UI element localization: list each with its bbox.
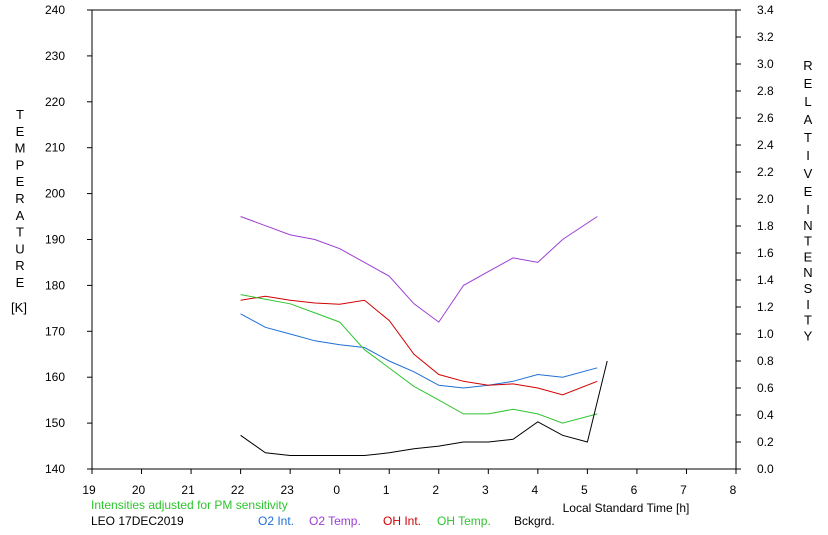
pm-sensitivity-note: Intensities adjusted for PM sensitivity — [91, 498, 288, 512]
left-axis-label-letter: R — [15, 191, 24, 206]
left-axis-label-letter: P — [16, 157, 25, 172]
right-axis-label-letter: S — [804, 281, 813, 296]
right-axis-label-letter: I — [806, 202, 810, 217]
right-tick-label: 1.6 — [757, 246, 774, 260]
right-axis-label-letter: T — [804, 313, 812, 328]
x-tick-label: 4 — [532, 483, 539, 497]
left-axis-label-letter: E — [16, 174, 25, 189]
x-axis-ticks: 19 20 21 22 23 0 1 2 3 4 5 6 7 8 — [82, 469, 737, 497]
right-tick-label: 0.8 — [757, 354, 774, 368]
x-tick-label: 8 — [730, 483, 737, 497]
left-axis-label-letter: T — [16, 107, 24, 122]
left-tick-label: 170 — [45, 324, 65, 338]
left-tick-label: 200 — [45, 187, 65, 201]
legend-entry: O2 Temp. — [309, 514, 361, 528]
legend: O2 Int. O2 Temp. OH Int. OH Temp. Bckgrd. — [258, 514, 555, 528]
series-line-oh-int — [240, 295, 598, 396]
right-axis-label-letter: E — [804, 249, 813, 264]
right-axis-label-letter: T — [804, 234, 812, 249]
x-tick-label: 21 — [181, 483, 195, 497]
right-axis-label-letter: I — [806, 297, 810, 312]
x-tick-label: 5 — [581, 483, 588, 497]
left-axis-label-letter: T — [16, 225, 24, 240]
x-tick-label: 23 — [280, 483, 294, 497]
right-tick-label: 0.2 — [757, 435, 774, 449]
left-tick-label: 190 — [45, 233, 65, 247]
left-axis-label-letter: R — [15, 258, 24, 273]
right-axis-label-letter: N — [803, 265, 812, 280]
right-tick-label: 3.0 — [757, 57, 774, 71]
x-tick-label: 3 — [482, 483, 489, 497]
left-tick-label: 160 — [45, 370, 65, 384]
right-axis-label-letter: L — [804, 94, 811, 109]
right-tick-label: 1.4 — [757, 273, 774, 287]
right-tick-label: 2.6 — [757, 111, 774, 125]
legend-entry: OH Temp. — [437, 514, 491, 528]
x-tick-label: 0 — [333, 483, 340, 497]
left-tick-label: 180 — [45, 278, 65, 292]
right-axis-label-letter: N — [803, 218, 812, 233]
series-line-o2-int — [240, 313, 598, 389]
right-tick-label: 2.8 — [757, 84, 774, 98]
right-tick-label: 1.2 — [757, 300, 774, 314]
plot-frame — [91, 9, 737, 470]
x-tick-label: 6 — [631, 483, 638, 497]
left-tick-label: 140 — [45, 462, 65, 476]
right-tick-label: 1.0 — [757, 327, 774, 341]
x-tick-label: 22 — [231, 483, 245, 497]
legend-entry: OH Int. — [383, 514, 421, 528]
left-axis-label-letter: A — [16, 208, 25, 223]
right-tick-label: 2.2 — [757, 165, 774, 179]
right-tick-label: 0.6 — [757, 381, 774, 395]
x-tick-label: 7 — [680, 483, 687, 497]
x-tick-label: 1 — [383, 483, 390, 497]
right-tick-label: 3.2 — [757, 30, 774, 44]
station-date-label: LEO 17DEC2019 — [91, 514, 184, 528]
right-axis-label-letter: E — [804, 184, 813, 199]
legend-entry: Bckgrd. — [514, 514, 555, 528]
right-axis-label-letter: I — [806, 148, 810, 163]
right-tick-label: 3.4 — [757, 3, 774, 17]
x-tick-label: 20 — [132, 483, 146, 497]
legend-entry: O2 Int. — [258, 514, 294, 528]
left-axis-unit: [K] — [11, 300, 27, 315]
left-tick-label: 220 — [45, 95, 65, 109]
left-tick-label: 240 — [45, 3, 65, 17]
right-axis-label-letter: R — [803, 58, 812, 73]
left-axis-ticks: 240 230 220 210 200 190 180 170 160 150 140 — [45, 3, 92, 476]
right-axis-label-letter: A — [804, 112, 813, 127]
left-axis-label-letter: M — [15, 141, 26, 156]
left-axis-label-letter: E — [16, 275, 25, 290]
right-tick-label: 2.0 — [757, 192, 774, 206]
right-axis-label-letter: T — [804, 130, 812, 145]
x-tick-label: 2 — [432, 483, 439, 497]
right-tick-label: 0.0 — [757, 462, 774, 476]
right-tick-label: 2.4 — [757, 138, 774, 152]
series-line-oh-temp — [240, 294, 598, 424]
right-tick-label: 1.8 — [757, 219, 774, 233]
series-line-o2-temp — [240, 216, 598, 323]
right-axis-ticks: 3.4 3.2 3.0 2.8 2.6 2.4 2.2 2.0 1.8 1.6 1.4 1.2 1.0 0… — [736, 3, 774, 476]
left-tick-label: 210 — [45, 141, 65, 155]
right-axis-label-letter: E — [804, 76, 813, 91]
series-lines — [240, 216, 608, 456]
left-tick-label: 230 — [45, 49, 65, 63]
series-line-bckgrd — [240, 360, 608, 456]
right-axis-label-letter: Y — [804, 328, 813, 343]
right-axis-label-letter: V — [804, 166, 813, 181]
left-axis-label-letter: E — [16, 124, 25, 139]
right-tick-label: 0.4 — [757, 408, 774, 422]
left-tick-label: 150 — [45, 416, 65, 430]
x-tick-label: 19 — [82, 483, 96, 497]
x-axis-title: Local Standard Time [h] — [563, 501, 690, 515]
left-axis-label-letter: U — [15, 241, 24, 256]
